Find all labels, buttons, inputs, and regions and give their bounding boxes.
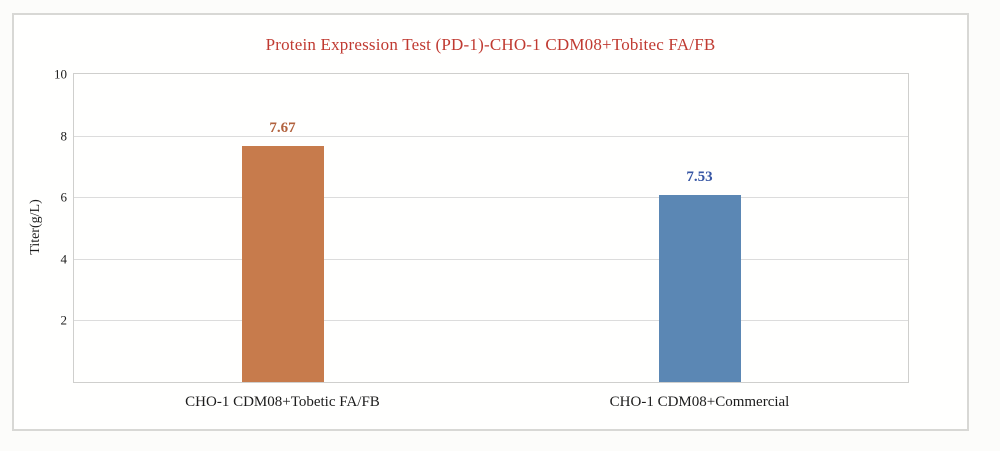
bar-value-label: 7.53 — [686, 169, 713, 186]
x-category-label-tobetic: CHO-1 CDM08+Tobetic FA/FB — [185, 394, 380, 410]
y-tick-label-10: 10 — [54, 66, 67, 82]
y-tick-label-2: 2 — [60, 312, 68, 328]
x-category-label-commercial: CHO-1 CDM08+Commercial — [609, 394, 790, 410]
gridline-6 — [74, 197, 908, 199]
bar-tobetic — [241, 145, 324, 382]
bar-group-commercial: 7.53 — [658, 74, 741, 382]
y-axis-title: Titer(g/L) — [28, 199, 43, 255]
chart-frame: Protein Expression Test (PD-1)-CHO-1 CDM… — [12, 13, 969, 431]
bar-group-tobetic: 7.67 — [241, 74, 324, 382]
plot-area: 10 8 6 4 2 7.67 7.53 CHO-1 CDM08+Tobetic… — [54, 68, 909, 410]
gridline-2 — [74, 320, 908, 322]
y-tick-label-8: 8 — [60, 128, 68, 144]
y-tick-label-6: 6 — [60, 189, 68, 205]
bar-value-label: 7.67 — [269, 119, 296, 136]
bar-commercial — [658, 195, 741, 382]
y-tick-label-4: 4 — [60, 251, 68, 267]
gridline-8 — [74, 135, 908, 137]
chart-title: Protein Expression Test (PD-1)-CHO-1 CDM… — [265, 35, 716, 54]
gridline-4 — [74, 258, 908, 260]
